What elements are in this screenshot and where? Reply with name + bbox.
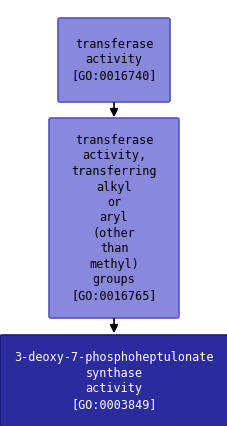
FancyBboxPatch shape — [0, 335, 227, 426]
Text: transferase
activity
[GO:0016740]: transferase activity [GO:0016740] — [71, 38, 156, 82]
FancyBboxPatch shape — [58, 18, 169, 102]
FancyBboxPatch shape — [49, 118, 178, 318]
Text: 3-deoxy-7-phosphoheptulonate
synthase
activity
[GO:0003849]: 3-deoxy-7-phosphoheptulonate synthase ac… — [14, 351, 213, 411]
Text: transferase
activity,
transferring
alkyl
or
aryl
(other
than
methyl)
groups
[GO:: transferase activity, transferring alkyl… — [71, 134, 156, 302]
